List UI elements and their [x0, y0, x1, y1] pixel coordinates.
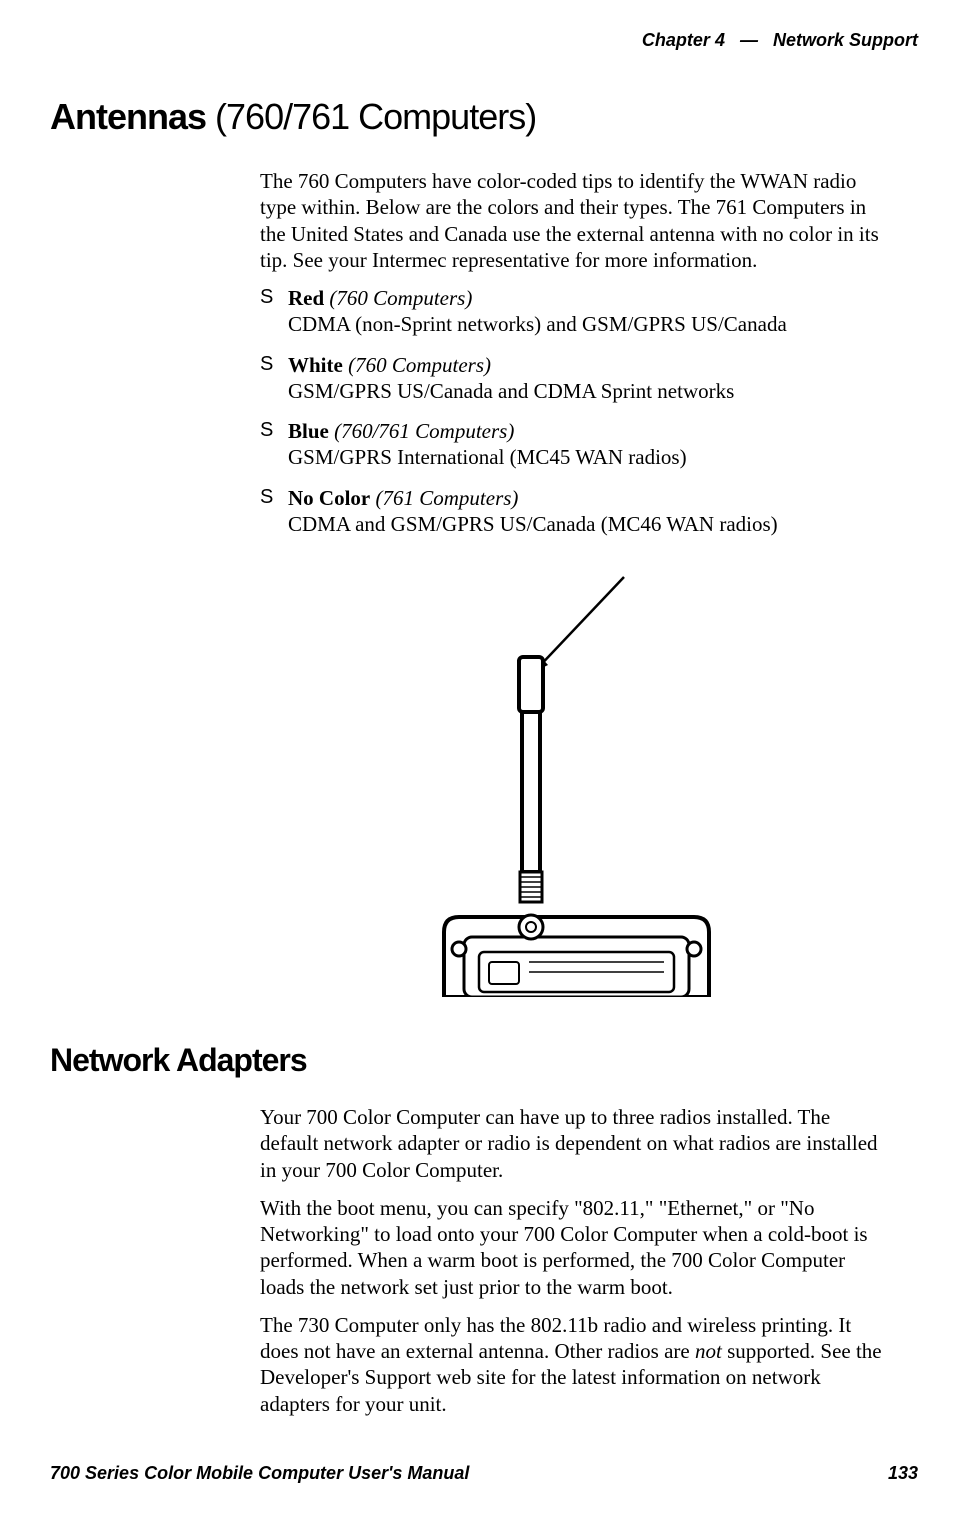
footer-left: 700 Series Color Mobile Computer User's …: [50, 1463, 469, 1484]
antenna-figure: [260, 567, 888, 1002]
bullet-desc: GSM/GPRS International (MC45 WAN radios): [288, 445, 687, 469]
heading-rest: (760/761 Computers): [206, 96, 536, 137]
list-item: Blue (760/761 Computers) GSM/GPRS Intern…: [260, 418, 888, 471]
list-item: Red (760 Computers) CDMA (non-Sprint net…: [260, 285, 888, 338]
page-footer: 700 Series Color Mobile Computer User's …: [50, 1463, 918, 1484]
bullet-color: Red: [288, 286, 324, 310]
section-heading-network-adapters: Network Adapters: [50, 1042, 918, 1079]
list-item: White (760 Computers) GSM/GPRS US/Canada…: [260, 352, 888, 405]
bullet-model: (760 Computers): [348, 353, 491, 377]
para3-italic: not: [695, 1339, 722, 1363]
section-heading-antennas: Antennas (760/761 Computers): [50, 96, 918, 138]
section2-para3: The 730 Computer only has the 802.11b ra…: [260, 1312, 888, 1417]
chapter-label: Chapter: [642, 30, 710, 50]
footer-page-number: 133: [888, 1463, 918, 1484]
header-title: Network Support: [773, 30, 918, 50]
heading-bold: Antennas: [50, 96, 206, 137]
bullet-desc: CDMA (non-Sprint networks) and GSM/GPRS …: [288, 312, 787, 336]
list-item: No Color (761 Computers) CDMA and GSM/GP…: [260, 485, 888, 538]
page-header: Chapter 4 — Network Support: [50, 30, 918, 51]
bullet-model: (761 Computers): [376, 486, 519, 510]
section2-para2: With the boot menu, you can specify "802…: [260, 1195, 888, 1300]
section2-para1: Your 700 Color Computer can have up to t…: [260, 1104, 888, 1183]
bullet-desc: GSM/GPRS US/Canada and CDMA Sprint netwo…: [288, 379, 734, 403]
header-separator: —: [740, 30, 758, 50]
bullet-color: Blue: [288, 419, 329, 443]
bullet-model: (760 Computers): [329, 286, 472, 310]
section2-content: Your 700 Color Computer can have up to t…: [260, 1104, 888, 1417]
bullet-desc: CDMA and GSM/GPRS US/Canada (MC46 WAN ra…: [288, 512, 778, 536]
chapter-number: 4: [715, 30, 725, 50]
bullet-color: No Color: [288, 486, 370, 510]
bullet-model: (760/761 Computers): [334, 419, 514, 443]
antenna-bullet-list: Red (760 Computers) CDMA (non-Sprint net…: [260, 285, 888, 537]
bullet-color: White: [288, 353, 343, 377]
section1-intro: The 760 Computers have color-coded tips …: [260, 168, 888, 273]
antenna-diagram-icon: [414, 567, 734, 997]
section1-content: The 760 Computers have color-coded tips …: [260, 168, 888, 1002]
